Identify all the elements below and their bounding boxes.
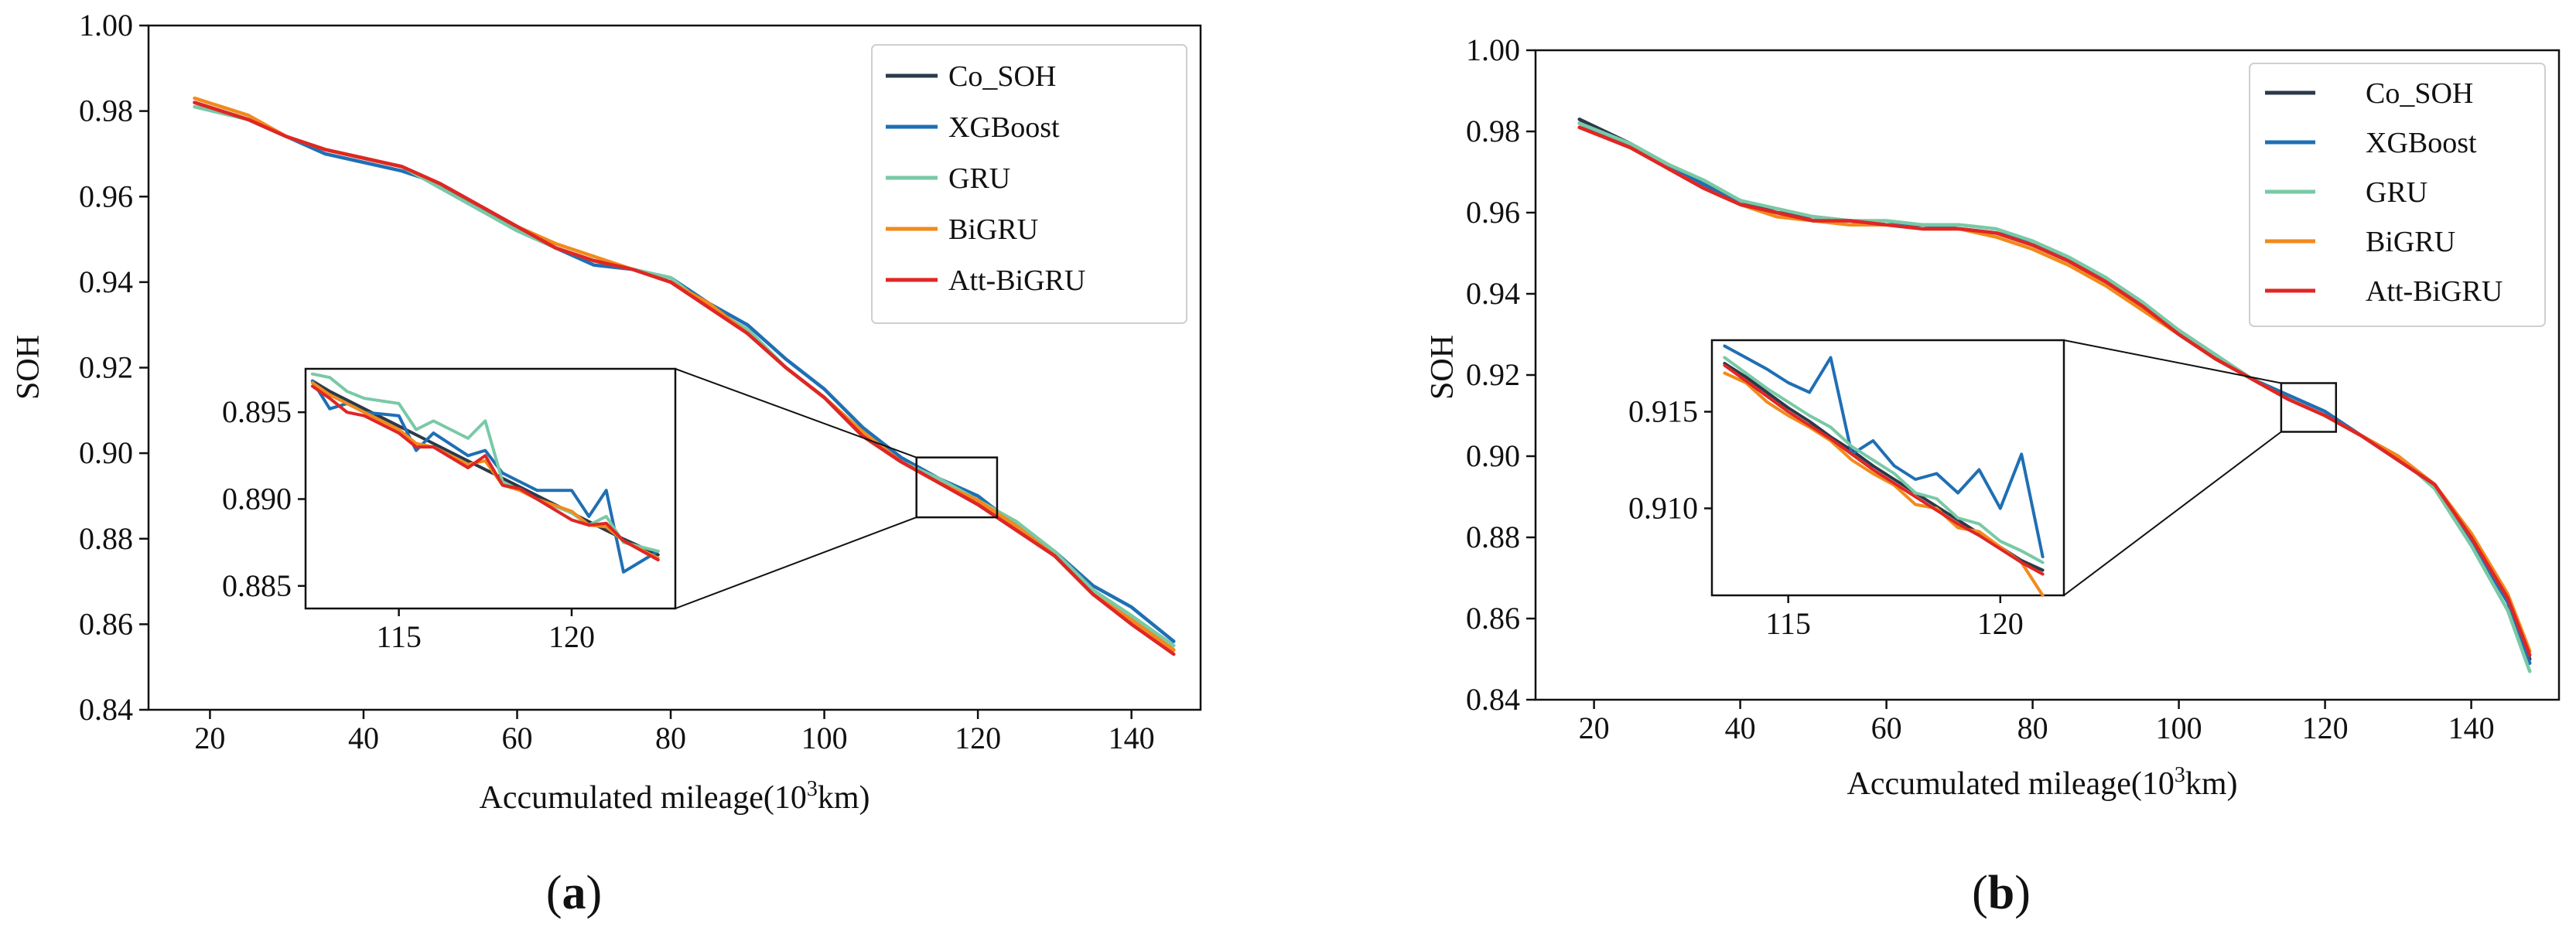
x-ticks: 20 40 60 80 100 120 140 <box>1579 700 2495 745</box>
inset-series-line-xgboost <box>1723 344 2045 558</box>
x-axis-title: Accumulated mileage(103km) <box>1847 763 2238 802</box>
legend-label-bigru: BiGRU <box>948 213 1038 246</box>
y-tick-label: 0.94 <box>79 264 133 299</box>
y-tick-label: 0.86 <box>79 606 133 641</box>
zoom-connector-line <box>2063 431 2282 596</box>
x-tick-label: 140 <box>2448 711 2495 745</box>
legend-label-gru: GRU <box>2366 176 2427 209</box>
x-tick-label: 80 <box>2017 711 2048 745</box>
inset-y-tick-label: 0.895 <box>222 394 292 429</box>
inset-series-line-gru <box>1723 356 2045 564</box>
panel-b: 20 40 60 80 100 120 140 0.840.860.880.900.920.… <box>1425 32 2561 919</box>
series-line-att-bigru <box>193 101 1176 656</box>
legend-label-co-soh: Co_SOH <box>948 60 1056 93</box>
inset-frame <box>304 367 677 610</box>
inset-x-tick-label: 115 <box>376 619 422 654</box>
inset-series-line-bigru <box>1723 371 2045 597</box>
inset: 115 120 0.885 0.890 0.895 <box>222 367 677 654</box>
y-ticks: 0.84 0.86 0.88 0.90 0.92 0.94 0.96 0.98 1.00 <box>1466 32 1536 717</box>
y-tick-label: 0.92 <box>79 350 133 385</box>
inset-x-tick-label: 120 <box>1977 606 2024 641</box>
legend-box <box>871 44 1187 324</box>
inset-x-ticks: 115 120 <box>1765 595 2024 641</box>
inset-x-tick-label: 115 <box>1765 606 1811 641</box>
legend-label-xgboost: XGBoost <box>2366 127 2477 159</box>
zoom-connector <box>675 368 999 609</box>
y-axis-title: SOH <box>11 335 46 400</box>
y-tick-label: 0.98 <box>1466 114 1520 148</box>
zoom-connector-line <box>675 368 917 458</box>
panel-caption: (a) <box>546 867 602 919</box>
x-tick-label: 60 <box>501 721 532 755</box>
y-tick-label: 0.90 <box>1466 438 1520 473</box>
zoom-connector-line <box>2063 339 2282 384</box>
inset-y-tick-label: 0.890 <box>222 481 292 516</box>
inset-y-ticks: 0.910 0.915 <box>1628 394 1712 526</box>
legend-label-bigru: BiGRU <box>2366 226 2455 258</box>
x-tick-label: 120 <box>2302 711 2349 745</box>
inset-y-ticks: 0.885 0.890 0.895 <box>222 394 306 603</box>
legend-label-xgboost: XGBoost <box>948 111 1060 144</box>
y-tick-label: 0.88 <box>1466 520 1520 554</box>
inset-y-tick-label: 0.915 <box>1628 394 1698 429</box>
series-group <box>193 96 1176 656</box>
panel-a: 20 40 60 80 100 120 140 0.840.860.880.900.920.… <box>11 8 1202 919</box>
zoom-connector <box>2063 339 2338 596</box>
inset-y-tick-label: 0.910 <box>1628 491 1698 526</box>
x-tick-label: 20 <box>194 721 225 755</box>
inset-series-group <box>310 372 660 574</box>
zoom-box <box>2280 382 2338 433</box>
y-axis-title: SOH <box>1425 335 1461 400</box>
y-tick-label: 0.92 <box>1466 357 1520 392</box>
x-tick-label: 40 <box>348 721 379 755</box>
y-tick-label: 0.96 <box>79 179 133 213</box>
y-tick-label: 0.98 <box>79 94 133 128</box>
x-tick-label: 100 <box>801 721 848 755</box>
legend: Co_SOH XGBoost GRU BiGRU Att-BiGRU <box>2249 63 2546 327</box>
legend-label-att-bigru: Att-BiGRU <box>948 264 1085 297</box>
inset-y-tick-label: 0.885 <box>222 568 292 603</box>
legend-label-gru: GRU <box>948 162 1010 195</box>
series-group <box>1577 118 2532 673</box>
y-tick-label: 0.88 <box>79 521 133 556</box>
legend-box <box>2249 63 2546 327</box>
inset-x-tick-label: 120 <box>548 619 595 654</box>
y-tick-label: 0.86 <box>1466 601 1520 636</box>
y-tick-label: 1.00 <box>1466 32 1520 67</box>
y-tick-label: 1.00 <box>79 8 133 43</box>
panel-caption: (b) <box>1972 867 2031 919</box>
zoom-box <box>915 456 999 519</box>
y-tick-label: 0.94 <box>1466 276 1520 311</box>
x-tick-label: 80 <box>655 721 686 755</box>
inset: 115 120 0.910 0.915 <box>1628 339 2065 641</box>
x-tick-label: 60 <box>1871 711 1902 745</box>
zoom-connector-line <box>675 516 917 609</box>
series-line-att-bigru <box>1577 125 2532 657</box>
x-tick-label: 120 <box>955 721 1001 755</box>
y-tick-label: 0.84 <box>1466 682 1520 717</box>
inset-series-line-gru <box>310 372 660 553</box>
inset-x-ticks: 115 120 <box>376 608 595 654</box>
inset-series-line-att-bigru <box>310 384 660 562</box>
legend-label-att-bigru: Att-BiGRU <box>2366 275 2503 308</box>
inset-series-group <box>1723 344 2045 597</box>
y-tick-label: 0.90 <box>79 435 133 470</box>
y-ticks: 0.84 0.86 0.88 0.90 0.92 0.94 0.96 0.98 1.00 <box>79 8 149 727</box>
x-tick-label: 20 <box>1579 711 1610 745</box>
x-tick-label: 100 <box>2156 711 2202 745</box>
x-ticks: 20 40 60 80 100 120 140 <box>194 710 1155 755</box>
x-tick-label: 40 <box>1725 711 1756 745</box>
y-tick-label: 0.96 <box>1466 195 1520 230</box>
inset-series-line-att-bigru <box>1723 363 2045 576</box>
legend-label-co-soh: Co_SOH <box>2366 77 2473 110</box>
y-tick-label: 0.84 <box>79 692 133 727</box>
legend: Co_SOH XGBoost GRU BiGRU Att-BiGRU <box>871 44 1187 324</box>
x-tick-label: 140 <box>1109 721 1155 755</box>
x-axis-title: Accumulated mileage(103km) <box>480 777 870 816</box>
